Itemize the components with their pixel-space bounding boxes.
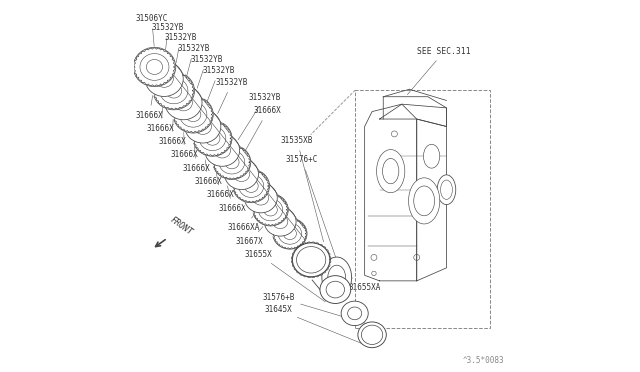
Ellipse shape [225, 155, 239, 169]
Ellipse shape [143, 59, 186, 99]
Text: 31666X: 31666X [207, 155, 234, 199]
Ellipse shape [132, 47, 176, 87]
Text: 31666X: 31666X [219, 166, 246, 213]
Ellipse shape [264, 203, 277, 216]
Ellipse shape [193, 120, 232, 157]
Text: 31666X: 31666X [158, 109, 186, 146]
Ellipse shape [320, 276, 351, 304]
Ellipse shape [348, 307, 362, 320]
Text: 31532YB: 31532YB [191, 55, 223, 98]
Ellipse shape [133, 47, 176, 87]
Text: 31666XA: 31666XA [228, 209, 260, 232]
Text: 31666X: 31666X [182, 132, 210, 173]
Ellipse shape [225, 158, 259, 190]
Ellipse shape [253, 194, 288, 226]
Ellipse shape [145, 61, 183, 96]
Ellipse shape [292, 243, 330, 277]
Ellipse shape [173, 96, 214, 134]
Ellipse shape [163, 84, 204, 122]
Ellipse shape [440, 180, 452, 199]
Ellipse shape [383, 158, 399, 184]
Ellipse shape [252, 193, 289, 226]
Ellipse shape [233, 169, 269, 203]
Text: 31532YB: 31532YB [164, 33, 197, 73]
Ellipse shape [273, 218, 307, 250]
Text: 31532YB: 31532YB [178, 44, 211, 85]
Text: ^3.5*0083: ^3.5*0083 [463, 356, 504, 365]
Ellipse shape [413, 186, 435, 216]
Ellipse shape [155, 70, 173, 87]
Bar [355, 90, 490, 328]
Ellipse shape [223, 157, 260, 192]
Text: 31532YB: 31532YB [234, 93, 281, 147]
Text: 31666X: 31666X [195, 143, 222, 186]
Text: FRONT: FRONT [168, 216, 194, 237]
Text: 31655X: 31655X [245, 250, 325, 302]
Ellipse shape [358, 322, 387, 348]
Ellipse shape [408, 178, 440, 224]
Ellipse shape [326, 281, 344, 298]
Ellipse shape [153, 72, 195, 110]
Ellipse shape [264, 207, 296, 236]
Ellipse shape [273, 215, 288, 229]
Text: 31576+C: 31576+C [286, 155, 342, 276]
Ellipse shape [243, 181, 279, 215]
Ellipse shape [186, 108, 201, 122]
Ellipse shape [165, 86, 202, 120]
Ellipse shape [153, 71, 195, 110]
Ellipse shape [424, 144, 440, 168]
Text: 31667X: 31667X [236, 220, 269, 246]
Text: 31532YB: 31532YB [152, 23, 184, 60]
Ellipse shape [284, 228, 296, 240]
Text: 31532YB: 31532YB [203, 66, 235, 110]
Ellipse shape [205, 134, 239, 166]
Text: 31666X: 31666X [147, 98, 174, 133]
Ellipse shape [232, 169, 270, 203]
Ellipse shape [341, 301, 368, 326]
Ellipse shape [296, 247, 326, 273]
Ellipse shape [262, 206, 298, 238]
Ellipse shape [253, 191, 269, 205]
Ellipse shape [147, 60, 163, 74]
Text: 31532YB: 31532YB [214, 78, 248, 122]
Ellipse shape [234, 167, 250, 182]
Ellipse shape [182, 108, 223, 145]
Text: 31535XB: 31535XB [281, 136, 324, 242]
Text: 31666X: 31666X [136, 87, 163, 120]
Ellipse shape [194, 119, 211, 134]
Ellipse shape [362, 325, 383, 344]
Ellipse shape [203, 132, 242, 168]
Ellipse shape [273, 218, 307, 249]
Ellipse shape [205, 132, 220, 145]
Ellipse shape [214, 142, 230, 158]
Text: 31666X: 31666X [233, 106, 282, 172]
Text: 31576+B: 31576+B [262, 293, 367, 324]
Ellipse shape [328, 265, 346, 290]
Ellipse shape [185, 110, 221, 143]
Ellipse shape [166, 83, 182, 98]
Ellipse shape [244, 180, 258, 192]
Text: 31666X: 31666X [170, 120, 198, 159]
Text: 31645X: 31645X [264, 305, 369, 347]
Ellipse shape [213, 145, 251, 180]
Text: SEE SEC.311: SEE SEC.311 [408, 47, 471, 94]
Ellipse shape [376, 150, 405, 193]
Ellipse shape [244, 183, 277, 213]
Ellipse shape [322, 257, 351, 298]
Ellipse shape [437, 175, 456, 205]
Text: 31506YC: 31506YC [136, 14, 168, 46]
Text: 31655XA: 31655XA [348, 278, 381, 292]
Ellipse shape [175, 94, 193, 111]
Ellipse shape [193, 121, 232, 156]
Ellipse shape [212, 145, 251, 180]
Ellipse shape [173, 96, 213, 133]
